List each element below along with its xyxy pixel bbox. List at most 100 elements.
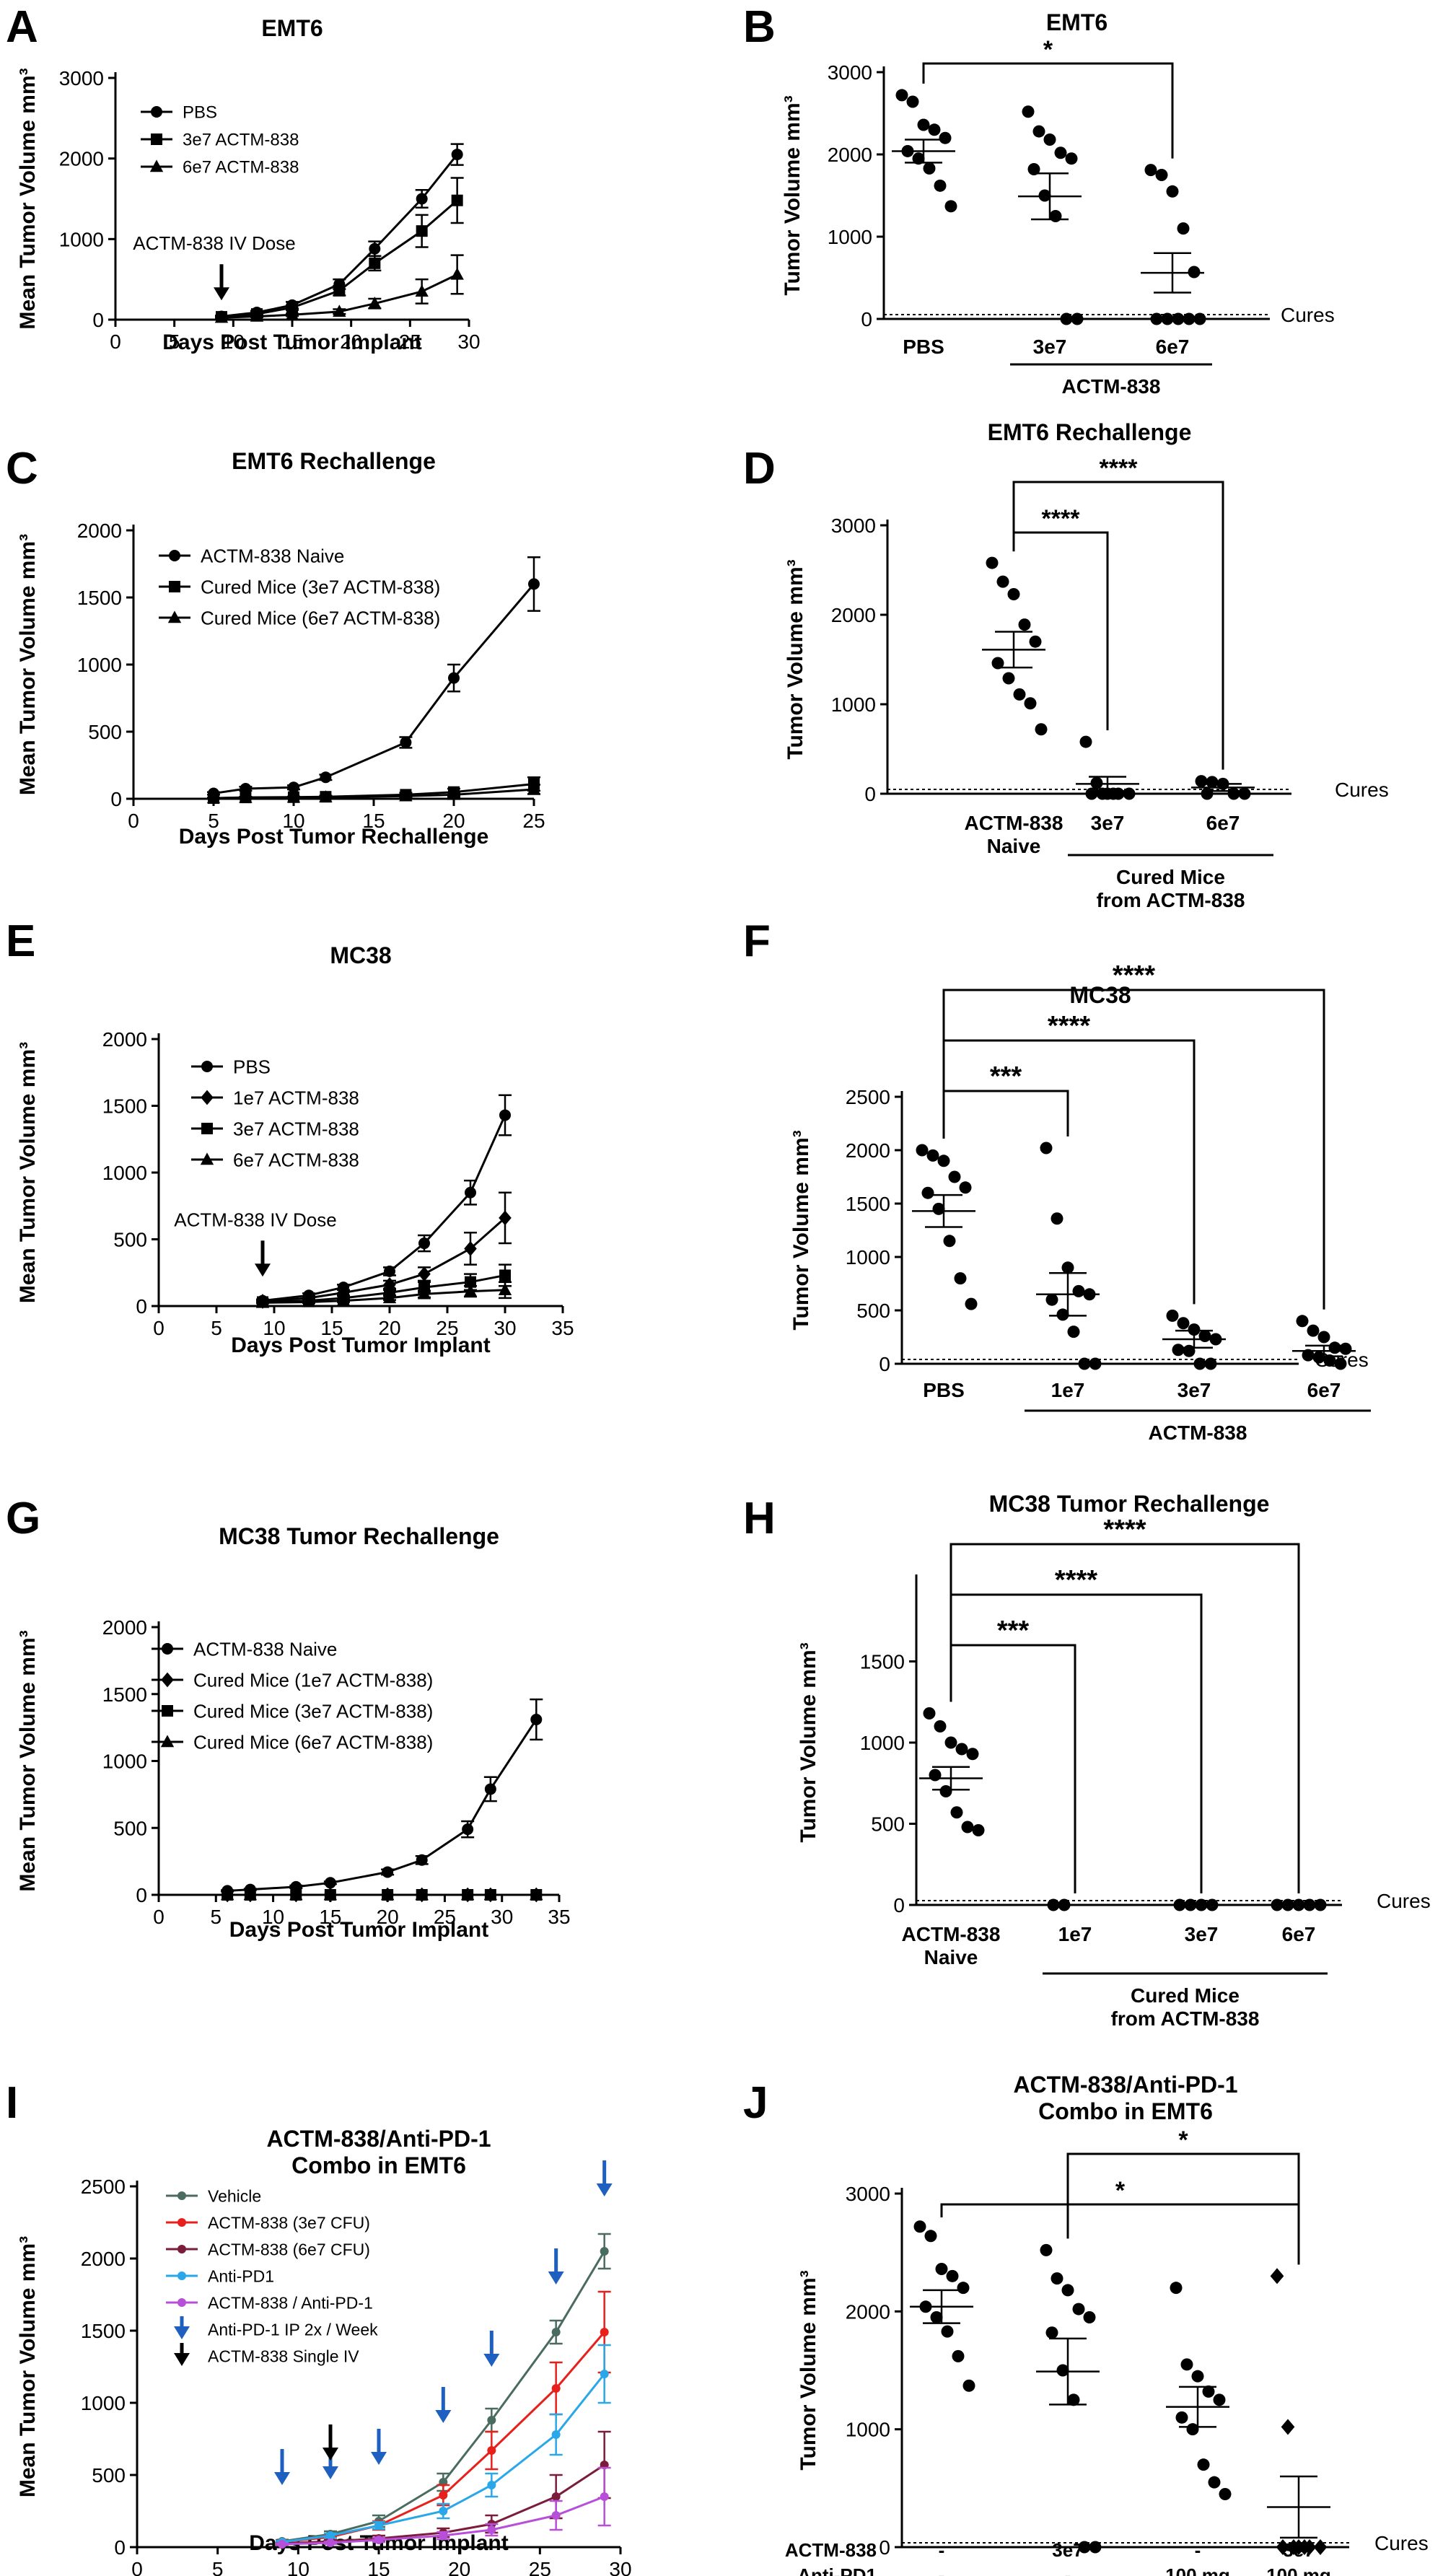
data-point — [499, 1109, 511, 1121]
data-point — [952, 2349, 965, 2362]
legend-label: 1e7 ACTM-838 — [233, 1087, 359, 1108]
data-point — [1150, 312, 1163, 325]
scatter-chart-emt6-rechallenge: EMT6 Rechallenge Cures 0 1000 2000 3000 Tumor … — [784, 419, 1389, 911]
data-point — [399, 789, 413, 802]
data-point — [1292, 1898, 1305, 1911]
data-point — [1195, 775, 1208, 788]
x-tick-label: 30 — [491, 1906, 513, 1928]
data-point — [1045, 2326, 1058, 2339]
data-point — [1270, 2268, 1284, 2284]
data-point — [1170, 2282, 1183, 2295]
data-point — [1054, 146, 1067, 159]
group-label: Cured Mice — [1131, 1984, 1240, 2007]
legend-marker — [169, 550, 180, 561]
dose-arrow-blue-head — [483, 2354, 500, 2367]
legend-marker — [169, 581, 180, 592]
data-point — [930, 2311, 943, 2323]
significance-bracket — [942, 1090, 1069, 1139]
legend-marker — [149, 159, 164, 172]
data-point — [1307, 1324, 1320, 1337]
category-label: 3e7 — [1091, 812, 1125, 834]
x-axis-label: Days Post Tumor Rechallenge — [179, 825, 489, 849]
significance-label: **** — [1100, 455, 1139, 482]
y-tick-label: 2000 — [77, 520, 122, 542]
data-point — [1193, 312, 1206, 325]
x-axis-label: Days Post Tumor Implant — [231, 1333, 491, 1357]
data-point — [1201, 787, 1214, 800]
data-point — [551, 2511, 561, 2520]
dose-arrow-blue-head — [596, 2183, 613, 2196]
y-tick-label: 1000 — [77, 654, 122, 676]
data-point — [323, 1888, 338, 1901]
legend-marker — [162, 1705, 173, 1717]
data-point — [1058, 1898, 1071, 1911]
category-label: 6e7 — [1206, 812, 1240, 834]
y-tick-label: 1500 — [102, 1095, 147, 1118]
data-point — [1078, 2541, 1091, 2554]
y-tick-label: 2500 — [846, 1086, 890, 1108]
data-point — [913, 2220, 926, 2233]
chart-title: MC38 Tumor Rechallenge — [989, 1491, 1270, 1517]
significance-label: **** — [1048, 1011, 1090, 1041]
data-point — [528, 578, 540, 590]
data-point — [972, 1824, 985, 1836]
data-point — [417, 1287, 431, 1300]
data-point — [1166, 1309, 1179, 1322]
y-axis-label: Mean Tumor Volume mm³ — [16, 68, 40, 329]
data-point — [416, 225, 428, 237]
x-tick-label: 0 — [153, 1906, 165, 1928]
data-point — [1302, 1349, 1315, 1362]
data-point — [1312, 1351, 1325, 1364]
y-tick-label: 2000 — [59, 148, 104, 170]
row-cell: - — [939, 2539, 945, 2561]
y-axis-label: Tumor Volume mm³ — [797, 1642, 820, 1842]
panel-letter-b: B — [743, 2, 776, 52]
data-point — [939, 1785, 952, 1797]
x-tick-label: 15 — [320, 1317, 343, 1339]
legend-marker — [201, 1090, 214, 1105]
significance-bracket — [1066, 2152, 1300, 2265]
data-point — [220, 1888, 234, 1901]
data-point — [1071, 312, 1084, 325]
row-cell: 100 mg — [1165, 2564, 1230, 2576]
x-tick-label: 5 — [208, 810, 219, 832]
data-point — [1334, 1357, 1347, 1370]
data-point — [369, 257, 381, 269]
x-tick-label: 0 — [153, 1317, 165, 1339]
data-point — [451, 149, 463, 161]
x-tick-label: 5 — [212, 2558, 224, 2576]
data-point — [415, 284, 429, 297]
line-chart-mc38: MC38 0 5 10 15 20 25 30 35 0 500 1000 1500 2000 Days P… — [16, 942, 574, 1357]
x-tick-label: 25 — [529, 2558, 551, 2576]
data-point — [957, 2282, 970, 2295]
data-point — [319, 790, 333, 802]
data-point — [250, 309, 264, 322]
legend-marker — [177, 2245, 186, 2253]
data-point — [239, 790, 253, 803]
significance-label: * — [1178, 2126, 1188, 2154]
x-tick-label: 20 — [378, 1317, 400, 1339]
chart-title: MC38 Tumor Rechallenge — [219, 1523, 499, 1549]
data-point — [954, 1272, 967, 1285]
data-point — [451, 194, 463, 206]
data-point — [551, 2328, 561, 2336]
data-point — [487, 2416, 496, 2424]
y-tick-label: 1000 — [860, 1732, 905, 1754]
category-label: 3e7 — [1033, 336, 1067, 358]
data-point — [1271, 1898, 1284, 1911]
data-point — [966, 1748, 979, 1761]
y-tick-label: 2000 — [828, 144, 872, 166]
x-tick-label: 25 — [522, 810, 545, 832]
legend-label: Cured Mice (1e7 ACTM-838) — [193, 1669, 433, 1691]
y-tick-label: 0 — [879, 1353, 890, 1375]
category-label: ACTM-838 — [965, 812, 1063, 834]
data-point — [1056, 2364, 1069, 2377]
y-tick-label: 1000 — [81, 2392, 126, 2414]
data-point — [600, 2370, 609, 2378]
data-point — [1155, 169, 1168, 181]
data-point — [1018, 618, 1031, 631]
significance-label: **** — [1103, 1515, 1146, 1545]
y-tick-label: 2000 — [846, 1139, 890, 1162]
data-point — [439, 2491, 448, 2500]
data-point — [255, 1295, 270, 1308]
